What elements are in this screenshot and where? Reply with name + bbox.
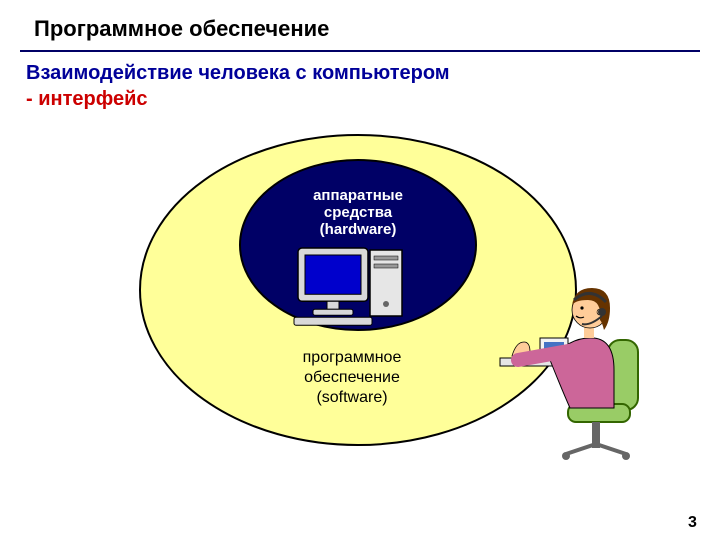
concept-diagram: аппаратные средства (hardware) программн… <box>0 0 720 540</box>
software-label: (software) <box>316 389 387 406</box>
hardware-label: (hardware) <box>320 221 397 238</box>
pc-tower-icon <box>370 250 402 316</box>
hardware-label: средства <box>324 204 393 221</box>
software-label: обеспечение <box>304 369 400 386</box>
hardware-label: аппаратные <box>313 187 403 204</box>
page-number: 3 <box>688 514 697 532</box>
software-label: программное <box>303 349 402 366</box>
slide: Программное обеспечение Взаимодействие ч… <box>0 0 720 540</box>
hardware-ellipse <box>240 160 476 330</box>
